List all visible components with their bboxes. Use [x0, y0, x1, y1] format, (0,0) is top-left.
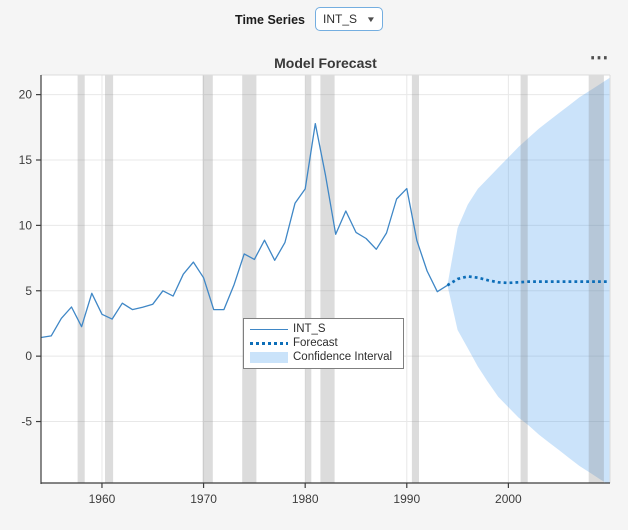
- legend-swatch-patch: [250, 351, 288, 363]
- legend-item: Confidence Interval: [250, 350, 399, 364]
- dropdown-selected-value: INT_S: [323, 12, 358, 26]
- recession-band: [411, 75, 419, 483]
- recession-band: [305, 75, 312, 483]
- x-tick-label: 2000: [495, 492, 522, 506]
- x-tick-label: 1990: [393, 492, 420, 506]
- y-tick-label: 10: [19, 218, 33, 232]
- recession-band: [202, 75, 213, 483]
- legend-swatch-dotted: [250, 341, 288, 345]
- chart-title: Model Forecast: [274, 55, 377, 71]
- y-tick-label: 15: [19, 153, 33, 167]
- recession-band: [520, 75, 528, 483]
- recession-band: [588, 75, 604, 483]
- recession-band: [242, 75, 257, 483]
- recession-band: [77, 75, 85, 483]
- legend-label: INT_S: [293, 323, 326, 335]
- time-series-label: Time Series: [235, 13, 305, 27]
- forecast-line: [446, 275, 610, 287]
- plot-area: [41, 75, 610, 483]
- legend-label: Forecast: [293, 337, 338, 349]
- chevron-down-icon: ▼: [365, 14, 377, 24]
- legend-item: Forecast: [250, 336, 399, 350]
- recession-band: [105, 75, 114, 483]
- x-tick-label: 1980: [292, 492, 319, 506]
- legend-label: Confidence Interval: [293, 351, 393, 363]
- y-tick-label: 5: [25, 284, 32, 298]
- legend: INT_S Forecast Confidence Interval: [243, 318, 404, 369]
- observed-series-line: [41, 122, 448, 339]
- x-tick-label: 1970: [190, 492, 217, 506]
- legend-swatch-line: [250, 328, 288, 330]
- x-tick-label: 1960: [89, 492, 116, 506]
- y-tick-label: -5: [21, 415, 32, 429]
- legend-item: INT_S: [250, 322, 399, 336]
- y-tick-label: 0: [25, 349, 32, 363]
- recession-band: [320, 75, 335, 483]
- axes-options-button[interactable]: ⋯: [589, 48, 609, 69]
- y-tick-label: 20: [19, 88, 33, 102]
- time-series-dropdown[interactable]: INT_S ▼: [315, 7, 383, 31]
